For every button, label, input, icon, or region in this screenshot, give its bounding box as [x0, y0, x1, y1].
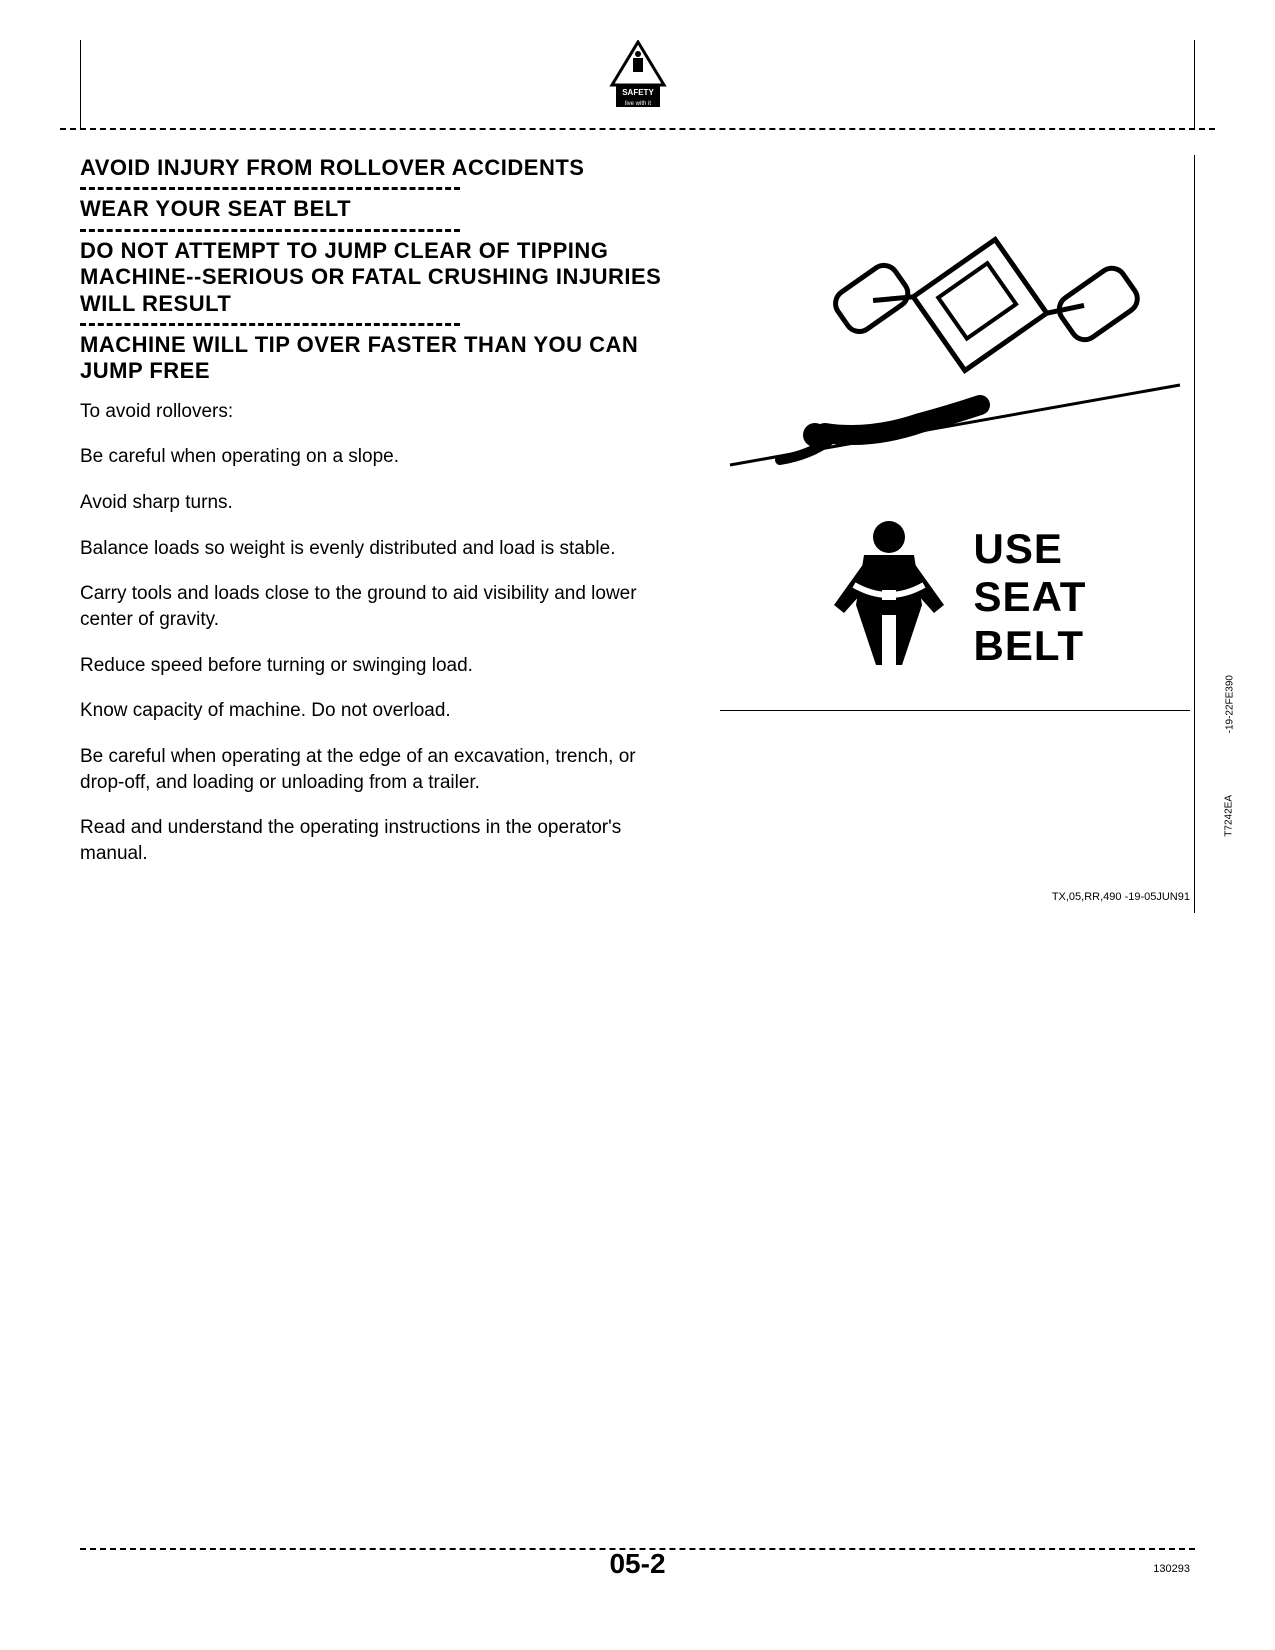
document-code: 130293: [1153, 1563, 1190, 1575]
seatbelt-line: SEAT: [974, 573, 1087, 621]
safety-emblem-icon: SAFETY live with it: [608, 40, 668, 115]
seatbelt-block: USE SEAT BELT: [720, 515, 1190, 711]
dashed-separator: [80, 187, 460, 190]
body-text: Reduce speed before turning or swinging …: [80, 653, 680, 679]
side-code-label: -19-22FE390: [1224, 675, 1235, 733]
seatbelt-line: USE: [974, 525, 1087, 573]
body-text: Avoid sharp turns.: [80, 490, 680, 516]
left-column: AVOID INJURY FROM ROLLOVER ACCIDENTS WEA…: [80, 155, 690, 913]
rollover-illustration-icon: [720, 155, 1190, 485]
svg-text:SAFETY: SAFETY: [622, 88, 654, 97]
body-text: Balance loads so weight is evenly distri…: [80, 536, 680, 562]
content-frame: AVOID INJURY FROM ROLLOVER ACCIDENTS WEA…: [80, 130, 1195, 913]
heading-avoid-injury: AVOID INJURY FROM ROLLOVER ACCIDENTS: [80, 155, 680, 181]
side-code-label: T7242EA: [1224, 795, 1235, 837]
body-text: Read and understand the operating instru…: [80, 815, 680, 866]
page: SAFETY live with it AVOID INJURY FROM RO…: [0, 0, 1275, 1650]
body-text: To avoid rollovers:: [80, 399, 680, 425]
body-text: Carry tools and loads close to the groun…: [80, 581, 680, 632]
body-text: Know capacity of machine. Do not overloa…: [80, 698, 680, 724]
heading-do-not-jump: DO NOT ATTEMPT TO JUMP CLEAR OF TIPPING …: [80, 238, 680, 317]
dashed-separator: [80, 229, 460, 232]
dashed-separator: [80, 323, 460, 326]
svg-text:live with it: live with it: [624, 101, 650, 107]
seatbelt-person-icon: [824, 515, 954, 680]
seatbelt-line: BELT: [974, 622, 1087, 670]
reference-code: TX,05,RR,490 -19-05JUN91: [720, 891, 1190, 903]
heading-wear-seatbelt: WEAR YOUR SEAT BELT: [80, 196, 680, 222]
body-text: Be careful when operating on a slope.: [80, 444, 680, 470]
heading-tip-faster: MACHINE WILL TIP OVER FASTER THAN YOU CA…: [80, 332, 680, 385]
seatbelt-text: USE SEAT BELT: [974, 525, 1087, 670]
page-number: 05-2: [609, 1548, 665, 1580]
body-text: Be careful when operating at the edge of…: [80, 744, 680, 795]
right-column: USE SEAT BELT -19-22FE390 T7242EA TX,05,…: [720, 155, 1195, 913]
